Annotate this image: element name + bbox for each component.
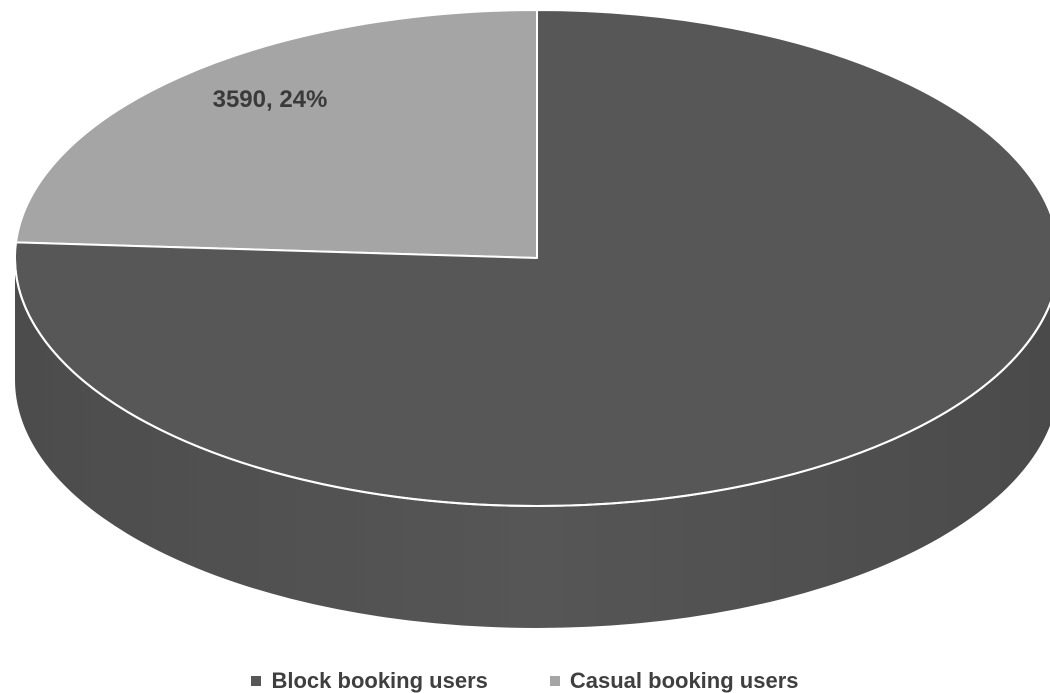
- legend-label-block-booking: Block booking users: [271, 668, 488, 693]
- legend-label-casual-booking: Casual booking users: [569, 668, 799, 693]
- legend-swatch-casual-booking: [549, 675, 560, 686]
- pie-slice-casual-booking[interactable]: [15, 9, 538, 259]
- legend-item-block-booking[interactable]: Block booking users: [251, 668, 488, 693]
- pie-side-wall-block-booking: [15, 258, 1050, 628]
- legend-swatch-block-booking: [251, 675, 262, 686]
- pie-rim-edge: [14, 257, 1050, 507]
- data-label-casual-booking: 3590, 24%: [213, 86, 328, 113]
- legend-item-casual-booking[interactable]: Casual booking users: [549, 668, 799, 693]
- chart-legend: Block booking users Casual booking users: [0, 668, 1050, 693]
